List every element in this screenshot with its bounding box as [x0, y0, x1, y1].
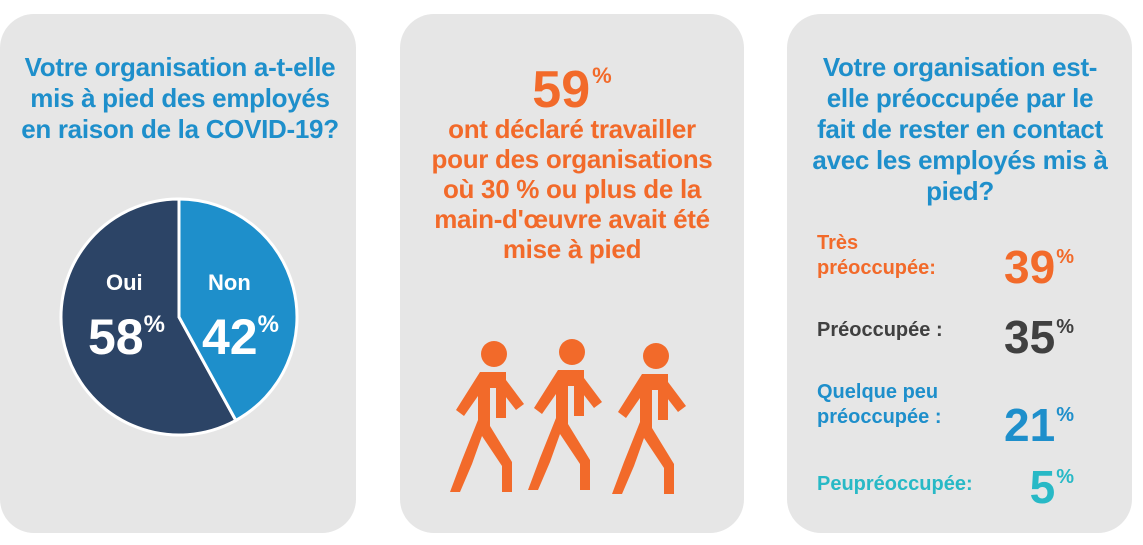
- pie-value-non: 42%: [202, 309, 279, 365]
- concern-value-preoccupee: 35%: [1004, 311, 1074, 363]
- layoff-question: Votre organisation a-t-elle mis à pied d…: [21, 52, 339, 144]
- concern-value-peu: 5%: [1029, 461, 1074, 513]
- big-percentage: 59%: [532, 61, 612, 119]
- concern-label-tres: Très préoccupée:: [817, 232, 936, 279]
- pie-value-oui: 58%: [88, 309, 165, 365]
- contact-question: Votre organisation est-elle préoccupée p…: [812, 52, 1108, 206]
- concern-value-tres: 39%: [1004, 241, 1074, 293]
- statistic-description: ont déclaré travailler pour des organisa…: [431, 114, 713, 264]
- concern-label-quelque-peu: Quelque peu préoccupée :: [817, 381, 942, 428]
- concern-label-preoccupee: Préoccupée :: [817, 319, 943, 341]
- workforce-panel: 59% ont déclaré travailler pour des orga…: [400, 14, 744, 533]
- concern-value-quelque-peu: 21%: [1004, 399, 1074, 451]
- pie-slice-oui: [59, 197, 238, 437]
- pie-label-non: Non: [208, 270, 251, 295]
- walking-people-illustration: [450, 339, 686, 494]
- pie-slice-non: [177, 197, 299, 423]
- walking-person-icon: [528, 339, 602, 490]
- concern-label-peu: Peupréoccupée:: [817, 473, 973, 495]
- layoff-panel: Votre organisation a-t-elle mis à pied d…: [0, 14, 356, 533]
- walking-person-icon: [450, 341, 524, 492]
- contact-concern-panel: Votre organisation est-elle préoccupée p…: [787, 14, 1132, 533]
- pie-label-oui: Oui: [106, 270, 143, 295]
- layoff-pie-chart: Oui 58% Non 42%: [59, 197, 299, 437]
- walking-person-icon: [612, 343, 686, 494]
